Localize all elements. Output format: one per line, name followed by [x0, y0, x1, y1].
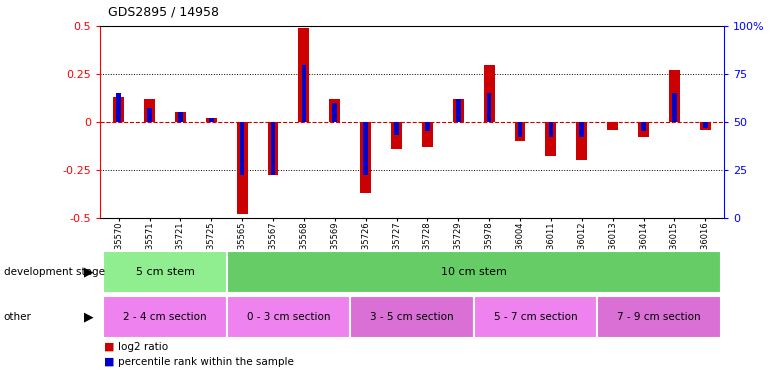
Bar — [391, 122, 402, 148]
Text: development stage: development stage — [4, 267, 105, 277]
Bar — [299, 28, 310, 122]
Text: ▶: ▶ — [84, 310, 93, 323]
Bar — [302, 64, 306, 122]
Bar — [226, 251, 721, 292]
Text: 5 - 7 cm section: 5 - 7 cm section — [494, 312, 578, 322]
Bar — [239, 122, 244, 176]
Bar — [638, 122, 649, 137]
Text: 7 - 9 cm section: 7 - 9 cm section — [617, 312, 701, 322]
Bar — [580, 122, 584, 137]
Bar — [209, 118, 213, 122]
Bar — [103, 251, 226, 292]
Bar — [394, 122, 399, 135]
Text: 0 - 3 cm section: 0 - 3 cm section — [246, 312, 330, 322]
Text: ▶: ▶ — [84, 266, 93, 278]
Bar — [548, 122, 553, 137]
Bar — [669, 70, 680, 122]
Bar — [672, 93, 677, 122]
Bar — [545, 122, 556, 156]
Text: percentile rank within the sample: percentile rank within the sample — [118, 357, 293, 367]
Bar — [363, 122, 368, 176]
Bar — [268, 122, 279, 176]
Bar — [350, 296, 474, 338]
Text: 3 - 5 cm section: 3 - 5 cm section — [370, 312, 454, 322]
Bar — [456, 99, 460, 122]
Bar — [598, 296, 721, 338]
Text: ■: ■ — [104, 357, 115, 367]
Bar — [333, 103, 337, 122]
Bar — [703, 122, 708, 128]
Bar — [484, 64, 494, 122]
Bar — [360, 122, 371, 193]
Bar — [113, 97, 124, 122]
Bar — [641, 122, 646, 132]
Bar — [103, 296, 226, 338]
Bar — [517, 122, 522, 137]
Bar — [577, 122, 588, 160]
Text: 2 - 4 cm section: 2 - 4 cm section — [123, 312, 207, 322]
Bar — [453, 99, 464, 122]
Bar — [425, 122, 430, 132]
Bar — [700, 122, 711, 129]
Bar — [330, 99, 340, 122]
Text: other: other — [4, 312, 32, 322]
Text: ■: ■ — [104, 342, 115, 352]
Bar — [422, 122, 433, 147]
Bar — [474, 296, 598, 338]
Bar — [206, 118, 216, 122]
Bar — [116, 93, 121, 122]
Bar — [178, 112, 182, 122]
Bar — [144, 99, 155, 122]
Bar — [608, 122, 618, 129]
Text: log2 ratio: log2 ratio — [118, 342, 168, 352]
Bar — [175, 112, 186, 122]
Bar — [514, 122, 525, 141]
Bar — [226, 296, 350, 338]
Bar — [271, 122, 276, 176]
Bar — [487, 93, 491, 122]
Text: 5 cm stem: 5 cm stem — [136, 267, 194, 277]
Bar — [147, 108, 152, 122]
Bar — [236, 122, 247, 214]
Text: 10 cm stem: 10 cm stem — [440, 267, 507, 277]
Text: GDS2895 / 14958: GDS2895 / 14958 — [108, 6, 219, 19]
